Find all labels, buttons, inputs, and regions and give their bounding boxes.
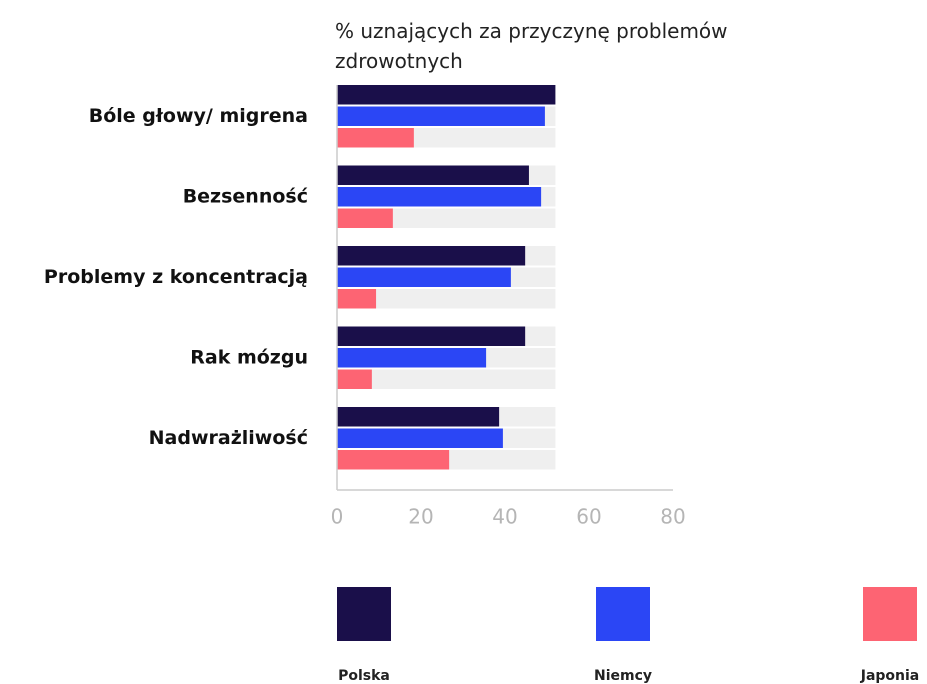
bar [337,450,450,470]
x-tick-label: 0 [331,505,344,529]
bar [337,428,503,448]
category-label: Rak mózgu [190,346,308,368]
x-tick-label: 60 [576,505,601,529]
x-tick-label: 80 [660,505,685,529]
category-label: Bóle głowy/ migrena [89,105,308,127]
bar [337,348,487,368]
x-tick-label: 40 [492,505,517,529]
category-label: Nadwrażliwość [149,427,308,449]
bar [337,208,393,228]
bar [337,267,511,287]
bar [337,85,556,105]
bar [337,326,526,346]
bar [337,369,372,389]
category-label: Problemy z koncentracją [44,266,308,288]
legend-swatch [596,587,650,641]
bar [337,128,414,148]
legend-swatch [863,587,917,641]
bar [337,246,526,266]
bar [337,106,545,126]
chart-title: % uznających za przyczynę problemów zdro… [335,19,728,73]
category-label: Bezsenność [183,185,308,207]
bar [337,165,529,185]
legend-label: Polska [338,668,390,684]
bar-background [337,289,556,309]
legend-label: Japonia [860,668,920,684]
bar [337,407,500,427]
bar [337,187,542,207]
bar-background [337,369,556,389]
legend-label: Niemcy [594,668,652,684]
bar [337,289,377,309]
x-tick-label: 20 [408,505,433,529]
legend-swatch [337,587,391,641]
